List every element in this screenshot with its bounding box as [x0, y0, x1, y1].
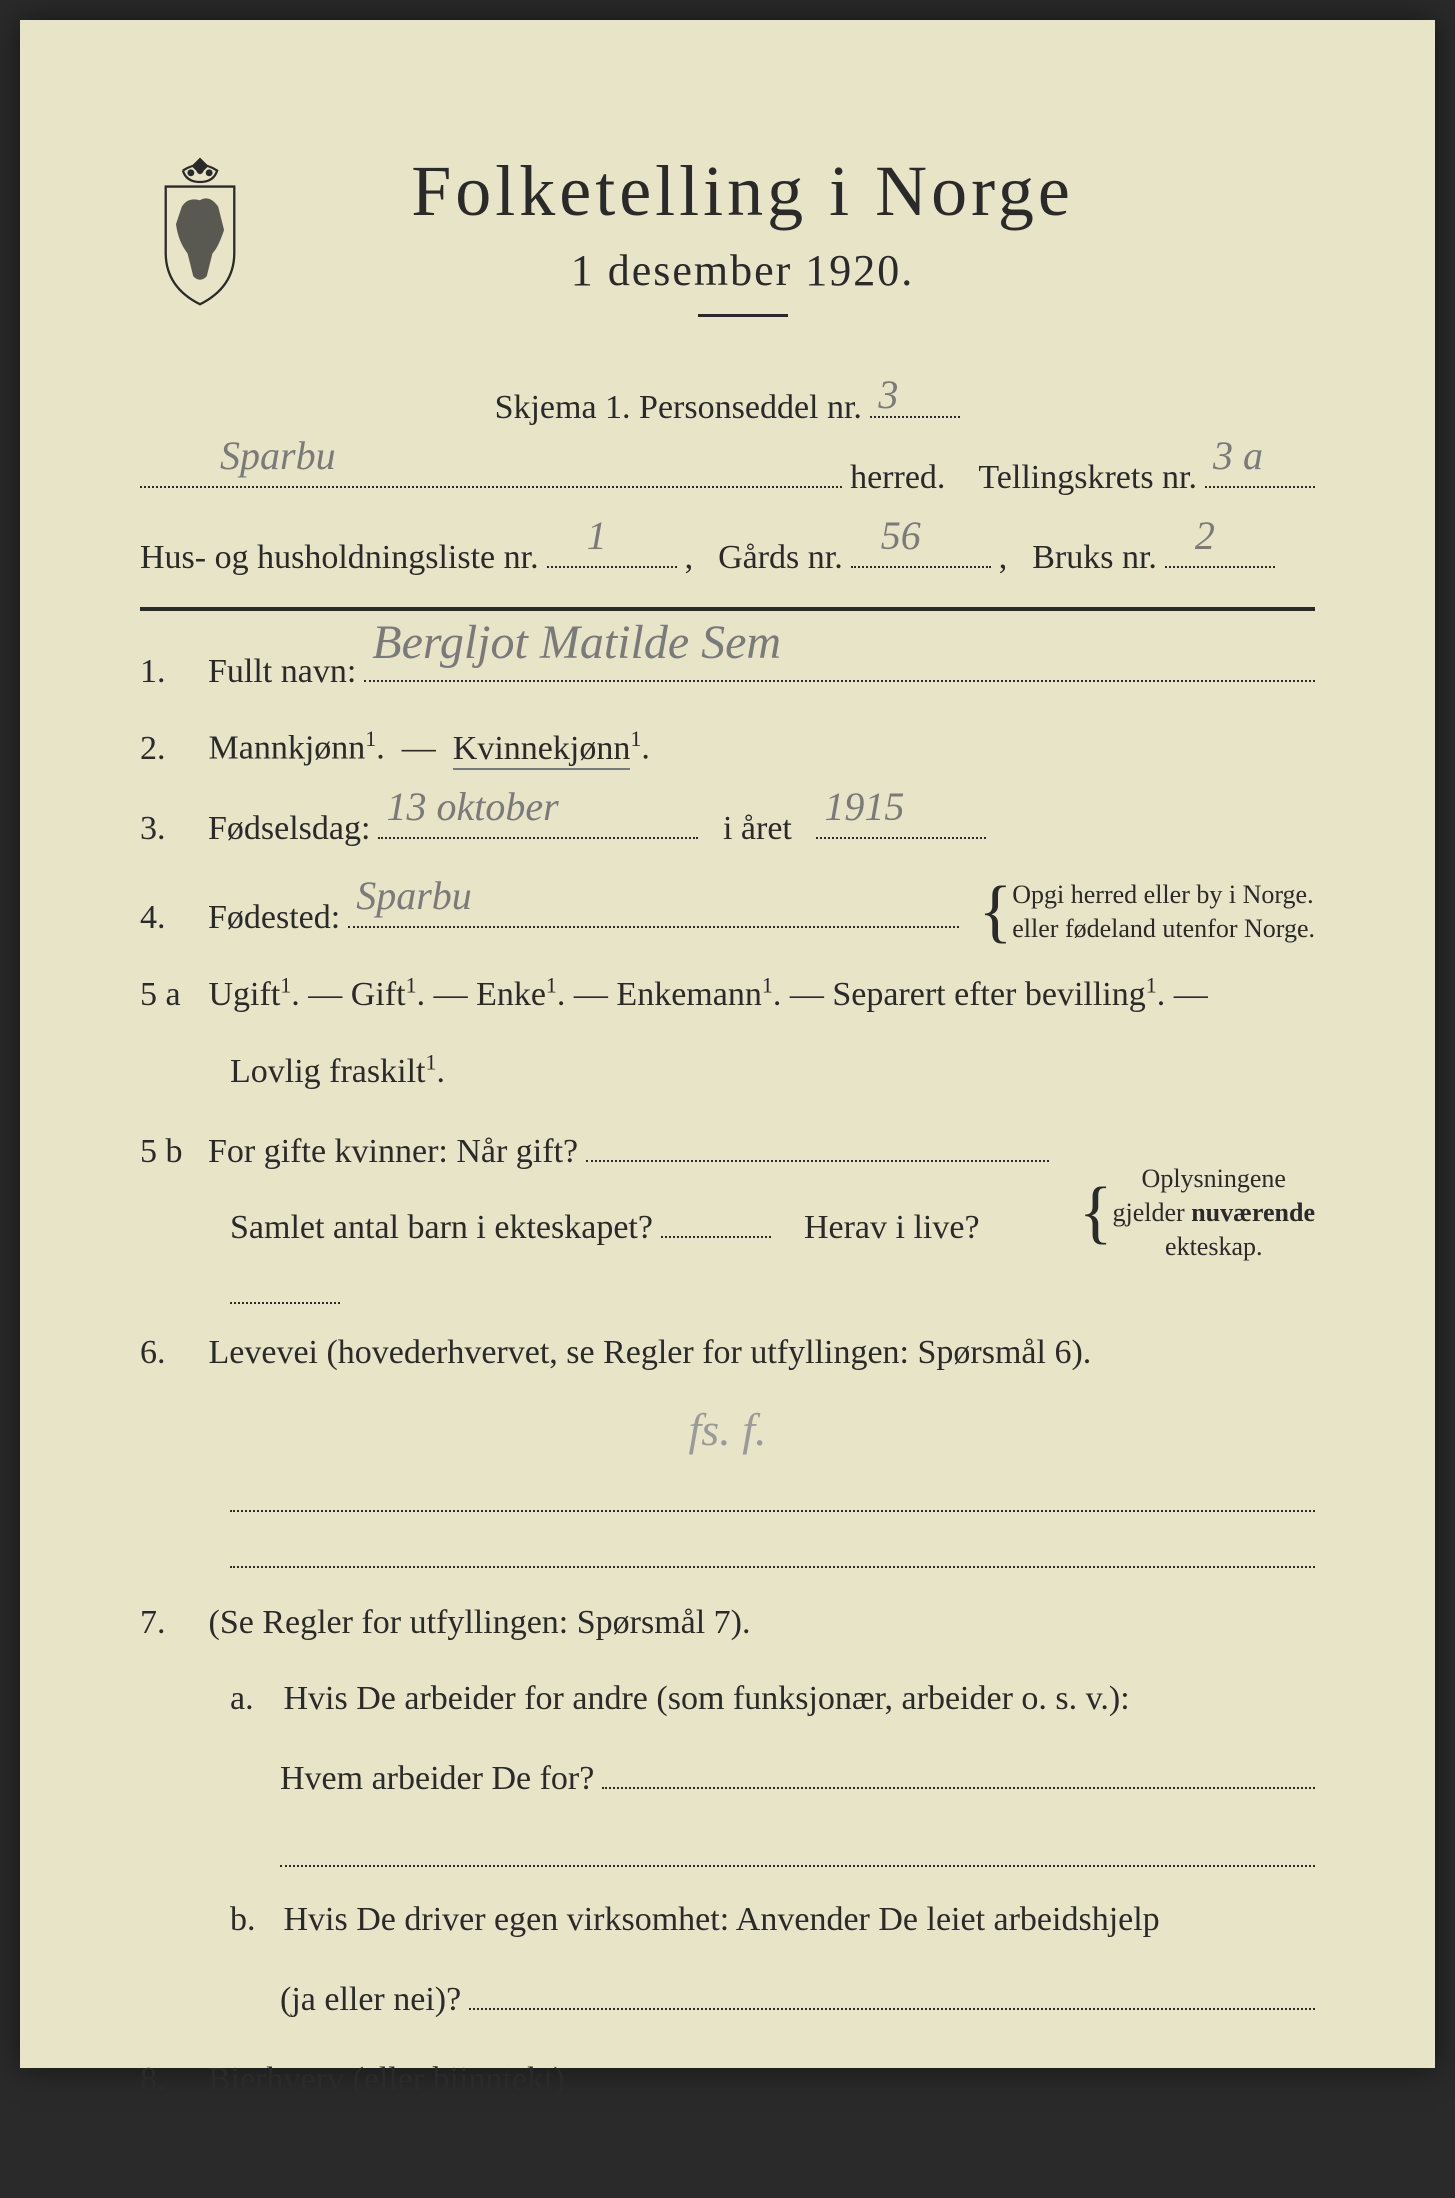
q3-label: Fødselsdag:	[208, 802, 370, 856]
q5b-note1: Oplysningene	[1113, 1162, 1315, 1196]
husliste-line: Hus- og husholdningsliste nr. 1 , Gårds …	[140, 527, 1315, 585]
bruks-nr: 2	[1195, 504, 1215, 568]
main-title: Folketelling i Norge	[290, 150, 1195, 233]
q4-note: Opgi herred eller by i Norge. eller føde…	[1012, 878, 1315, 946]
title-block: Folketelling i Norge 1 desember 1920.	[290, 150, 1315, 347]
q8-num: 8.	[140, 2053, 200, 2107]
q5a-opts2: Lovlig fraskilt1.	[230, 1053, 445, 1090]
gards-nr: 56	[881, 504, 921, 568]
q6-value: fs. f.	[140, 1403, 1315, 1456]
q3-num: 3.	[140, 802, 200, 856]
q2-kvinne: Kvinnekjønn	[453, 730, 631, 770]
herred-value: Sparbu	[220, 424, 336, 488]
herred-label: herred.	[850, 451, 945, 505]
q1: 1. Fullt navn: Bergljot Matilde Sem	[140, 641, 1315, 699]
q5a-line2: Lovlig fraskilt1.	[140, 1045, 1315, 1100]
q5a-num: 5 a	[140, 968, 200, 1022]
q5b-label2: Samlet antal barn i ekteskapet?	[230, 1201, 653, 1255]
q7a: a. Hvis De arbeider for andre (som funks…	[140, 1672, 1315, 1726]
q7-num: 7.	[140, 1596, 200, 1650]
q7b-line2: (ja eller nei)?	[140, 1969, 1315, 2027]
q7a-label: Hvis De arbeider for andre (som funksjon…	[284, 1680, 1130, 1717]
q4-note-b: eller fødeland utenfor Norge.	[1012, 912, 1315, 946]
brace-icon-2: {	[1079, 1185, 1113, 1241]
schema-label: Skjema 1. Personseddel nr.	[495, 389, 862, 426]
q2-num: 2.	[140, 722, 200, 776]
q7b-label: Hvis De driver egen virksomhet: Anvender…	[284, 1901, 1160, 1938]
footer-divider	[140, 2148, 1315, 2150]
tellingskrets-nr: 3 a	[1213, 424, 1263, 488]
q6-label: Levevei (hovederhvervet, se Regler for u…	[209, 1334, 1092, 1371]
title-divider	[698, 314, 788, 317]
q5b-label: For gifte kvinner: Når gift?	[208, 1125, 578, 1179]
q7a-label2: Hvem arbeider De for?	[280, 1752, 594, 1806]
q2: 2. Mannkjønn1. — Kvinnekjønn1.	[140, 721, 1315, 776]
q7b-num: b.	[230, 1893, 275, 1947]
q5b: 5 b For gifte kvinner: Når gift? Samlet …	[140, 1121, 1315, 1304]
q6: 6. Levevei (hovederhvervet, se Regler fo…	[140, 1326, 1315, 1380]
q4: 4. Fødested: Sparbu { Opgi herred eller …	[140, 878, 1315, 946]
q1-label: Fullt navn:	[208, 645, 356, 699]
q6-line1	[230, 1474, 1315, 1512]
schema-line: Skjema 1. Personseddel nr. 3	[140, 377, 1315, 427]
q4-num: 4.	[140, 891, 200, 945]
q2-mann: Mannkjønn	[209, 730, 366, 767]
bruks-label: Bruks nr.	[1032, 531, 1157, 585]
herred-line: Sparbu herred. Tellingskrets nr. 3 a	[140, 447, 1315, 505]
q6-num: 6.	[140, 1326, 200, 1380]
q5a: 5 a Ugift1. — Gift1. — Enke1. — Enkemann…	[140, 968, 1315, 1023]
q5b-note2: gjelder nuværende	[1113, 1196, 1315, 1230]
date-subtitle: 1 desember 1920.	[290, 245, 1195, 296]
q3-day: 13 oktober	[386, 775, 558, 839]
q4-value: Sparbu	[356, 864, 472, 928]
q4-note-a: Opgi herred eller by i Norge.	[1012, 878, 1315, 912]
q3-year: 1915	[824, 775, 904, 839]
brace-icon: {	[979, 884, 1013, 940]
q5b-note: Oplysningene gjelder nuværende ekteskap.	[1113, 1162, 1315, 1263]
q6-line2	[230, 1530, 1315, 1568]
q5b-num: 5 b	[140, 1125, 200, 1179]
footnote: Har man ingen biinntekt av nogen betydni…	[140, 2164, 1315, 2198]
q1-value: Bergljot Matilde Sem	[372, 605, 781, 682]
q5b-note3: ekteskap.	[1113, 1230, 1315, 1264]
q3: 3. Fødselsdag: 13 oktober i året 1915	[140, 798, 1315, 856]
q8-label: Bierhverv (eller biinntekt)	[208, 2053, 565, 2107]
q4-label: Fødested:	[208, 891, 340, 945]
q7b-label2: (ja eller nei)?	[280, 1973, 461, 2027]
q1-num: 1.	[140, 645, 200, 699]
personseddel-nr: 3	[878, 371, 898, 418]
header: Folketelling i Norge 1 desember 1920.	[140, 150, 1315, 347]
husliste-label: Hus- og husholdningsliste nr.	[140, 531, 539, 585]
census-form-page: Folketelling i Norge 1 desember 1920. Sk…	[20, 20, 1435, 2068]
q7-label: (Se Regler for utfyllingen: Spørsmål 7).	[209, 1604, 751, 1641]
husliste-nr: 1	[587, 504, 607, 568]
q5a-opts: Ugift1. — Gift1. — Enke1. — Enkemann1. —…	[209, 976, 1208, 1013]
gards-label: Gårds nr.	[718, 531, 843, 585]
q7a-blank	[280, 1829, 1315, 1867]
q7: 7. (Se Regler for utfyllingen: Spørsmål …	[140, 1596, 1315, 1650]
q3-mid: i året	[723, 802, 792, 856]
q5b-label3: Herav i live?	[804, 1201, 980, 1255]
coat-of-arms-icon	[140, 150, 260, 310]
q7a-line2: Hvem arbeider De for?	[140, 1749, 1315, 1807]
q7a-num: a.	[230, 1672, 275, 1726]
tellingskrets-label: Tellingskrets nr.	[978, 451, 1197, 505]
q8: 8. Bierhverv (eller biinntekt)	[140, 2049, 1315, 2107]
q7b: b. Hvis De driver egen virksomhet: Anven…	[140, 1893, 1315, 1947]
